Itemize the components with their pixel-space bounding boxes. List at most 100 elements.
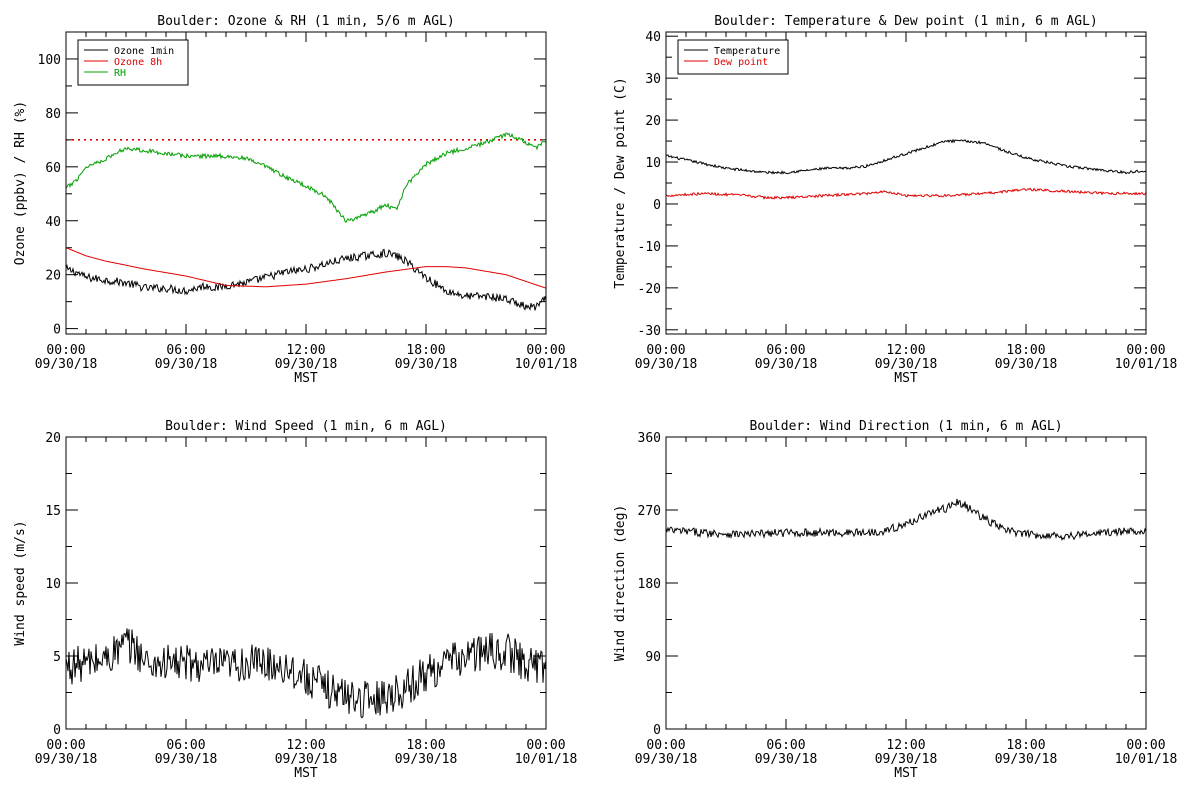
data-layer bbox=[666, 138, 1146, 200]
x-tick-label: 18:00 bbox=[1006, 343, 1045, 358]
y-tick-label: -10 bbox=[638, 240, 661, 255]
x-tick-date-label: 09/30/18 bbox=[275, 752, 338, 767]
x-tick-date-label: 09/30/18 bbox=[995, 357, 1058, 372]
x-tick-label: 00:00 bbox=[526, 738, 565, 753]
x-tick-label: 12:00 bbox=[886, 738, 925, 753]
x-tick-label: 06:00 bbox=[766, 738, 805, 753]
chart-panel-ozone-rh: Boulder: Ozone & RH (1 min, 5/6 m AGL)00… bbox=[13, 14, 577, 386]
chart-title: Boulder: Temperature & Dew point (1 min,… bbox=[714, 14, 1098, 29]
x-tick-label: 12:00 bbox=[886, 343, 925, 358]
series-line-series-0 bbox=[666, 498, 1146, 542]
legend-box bbox=[77, 39, 189, 86]
x-tick-label: 00:00 bbox=[46, 738, 85, 753]
series-line-rh bbox=[66, 132, 546, 223]
y-tick-label: 270 bbox=[638, 504, 661, 519]
x-tick-date-label: 09/30/18 bbox=[35, 357, 98, 372]
y-tick-label: 60 bbox=[45, 161, 61, 176]
y-tick-label: 40 bbox=[645, 30, 661, 45]
x-tick-label: 00:00 bbox=[1126, 343, 1165, 358]
x-tick-label: 00:00 bbox=[526, 343, 565, 358]
y-tick-label: 0 bbox=[653, 198, 661, 213]
y-tick-label: 40 bbox=[45, 215, 61, 230]
y-tick-label: 0 bbox=[53, 723, 61, 738]
x-tick-date-label: 10/01/18 bbox=[1115, 357, 1178, 372]
chart-panel-temperature: Boulder: Temperature & Dew point (1 min,… bbox=[613, 14, 1177, 386]
chart-title: Boulder: Wind Speed (1 min, 6 m AGL) bbox=[165, 419, 447, 434]
x-tick-date-label: 10/01/18 bbox=[1115, 752, 1178, 767]
y-tick-label: -30 bbox=[638, 324, 661, 339]
y-tick-label: 180 bbox=[638, 577, 661, 592]
x-tick-date-label: 09/30/18 bbox=[755, 357, 818, 372]
x-tick-label: 18:00 bbox=[406, 738, 445, 753]
y-tick-label: -20 bbox=[638, 282, 661, 297]
chart-panel-wind-direction: Boulder: Wind Direction (1 min, 6 m AGL)… bbox=[613, 419, 1177, 781]
y-tick-label: 5 bbox=[53, 650, 61, 665]
legend-label: Ozone 8h bbox=[114, 57, 162, 68]
legend-label: RH bbox=[114, 68, 126, 79]
chart-title: Boulder: Ozone & RH (1 min, 5/6 m AGL) bbox=[157, 14, 454, 29]
y-axis-label: Temperature / Dew point (C) bbox=[613, 77, 628, 288]
x-tick-date-label: 09/30/18 bbox=[635, 752, 698, 767]
chart-title: Boulder: Wind Direction (1 min, 6 m AGL) bbox=[749, 419, 1062, 434]
plot-frame bbox=[65, 31, 547, 335]
series-line-ozone-8h bbox=[66, 247, 546, 289]
x-tick-date-label: 09/30/18 bbox=[395, 752, 458, 767]
y-axis-label: Ozone (ppbv) / RH (%) bbox=[13, 101, 28, 265]
data-layer bbox=[666, 498, 1146, 542]
x-tick-date-label: 10/01/18 bbox=[515, 357, 578, 372]
x-tick-date-label: 09/30/18 bbox=[395, 357, 458, 372]
x-tick-label: 06:00 bbox=[166, 738, 205, 753]
x-tick-label: 12:00 bbox=[286, 343, 325, 358]
y-axis-label: Wind speed (m/s) bbox=[13, 520, 28, 645]
x-tick-label: 00:00 bbox=[46, 343, 85, 358]
y-tick-label: 20 bbox=[45, 431, 61, 446]
legend-label: Temperature bbox=[714, 46, 780, 57]
y-tick-label: 360 bbox=[638, 431, 661, 446]
x-tick-date-label: 09/30/18 bbox=[275, 357, 338, 372]
plot-frame bbox=[65, 436, 547, 730]
legend-label: Ozone 1min bbox=[114, 46, 174, 57]
data-layer bbox=[66, 132, 546, 311]
x-tick-label: 12:00 bbox=[286, 738, 325, 753]
plot-frame bbox=[665, 31, 1147, 335]
legend-box bbox=[677, 39, 789, 75]
x-tick-label: 06:00 bbox=[166, 343, 205, 358]
chart-panel-wind-speed: Boulder: Wind Speed (1 min, 6 m AGL) 00:0… bbox=[13, 419, 577, 781]
y-tick-label: 80 bbox=[45, 107, 61, 122]
series-line-temperature bbox=[666, 138, 1146, 175]
y-tick-label: 20 bbox=[45, 269, 61, 284]
x-tick-date-label: 09/30/18 bbox=[875, 752, 938, 767]
series-line-ozone-1min bbox=[66, 248, 546, 311]
x-tick-label: 00:00 bbox=[1126, 738, 1165, 753]
y-tick-label: 10 bbox=[645, 156, 661, 171]
y-axis-label: Wind direction (deg) bbox=[613, 505, 628, 662]
x-axis-label: MST bbox=[294, 766, 318, 781]
x-axis-label: MST bbox=[894, 766, 918, 781]
x-tick-date-label: 09/30/18 bbox=[995, 752, 1058, 767]
x-tick-label: 00:00 bbox=[646, 738, 685, 753]
x-axis-label: MST bbox=[894, 371, 918, 386]
x-tick-label: 00:00 bbox=[646, 343, 685, 358]
x-tick-date-label: 09/30/18 bbox=[35, 752, 98, 767]
x-tick-label: 18:00 bbox=[406, 343, 445, 358]
y-tick-label: 0 bbox=[53, 323, 61, 338]
y-tick-label: 100 bbox=[38, 53, 61, 68]
x-tick-date-label: 09/30/18 bbox=[875, 357, 938, 372]
y-tick-label: 10 bbox=[45, 577, 61, 592]
x-tick-label: 06:00 bbox=[766, 343, 805, 358]
y-tick-label: 90 bbox=[645, 650, 661, 665]
x-tick-date-label: 09/30/18 bbox=[155, 752, 218, 767]
y-tick-label: 0 bbox=[653, 723, 661, 738]
series-line-series-0 bbox=[66, 628, 546, 719]
data-layer bbox=[66, 628, 546, 719]
legend-label: Dew point bbox=[714, 57, 768, 68]
plot-frame bbox=[665, 436, 1147, 730]
x-tick-date-label: 10/01/18 bbox=[515, 752, 578, 767]
x-tick-date-label: 09/30/18 bbox=[755, 752, 818, 767]
y-tick-label: 20 bbox=[645, 114, 661, 129]
series-line-dew-point bbox=[666, 187, 1146, 200]
y-tick-label: 15 bbox=[45, 504, 61, 519]
x-tick-date-label: 09/30/18 bbox=[155, 357, 218, 372]
y-tick-label: 30 bbox=[645, 72, 661, 87]
